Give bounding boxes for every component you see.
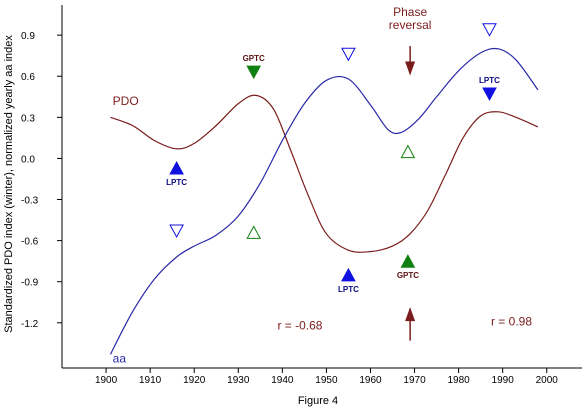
x-tick-label: 1950	[315, 375, 338, 386]
x-tick-label: 1940	[271, 375, 294, 386]
marker-label: GPTC	[243, 54, 265, 63]
x-tick-label: 1920	[183, 375, 206, 386]
x-tick-label: 1980	[447, 375, 470, 386]
y-tick-label: -0.9	[21, 278, 39, 289]
triangle-down-marker	[246, 65, 262, 80]
y-axis-label: Standardized PDO index (winter), normali…	[3, 35, 15, 333]
x-tick-label: 1910	[139, 375, 162, 386]
y-tick-label: 0.6	[21, 72, 35, 83]
marker-label: GPTC	[397, 271, 419, 280]
series-label-aa: aa	[113, 351, 127, 365]
marker-label: LPTC	[479, 76, 500, 85]
series-line-pdo	[110, 94, 539, 253]
y-tick-label: 0.3	[21, 113, 35, 124]
y-tick-label: 0.9	[21, 31, 35, 42]
series-layer: PDO aa	[109, 47, 539, 365]
arrow-up-head	[405, 307, 416, 322]
x-tick-label: 2000	[536, 375, 559, 386]
y-tick-label: -0.3	[21, 196, 39, 207]
phase-reversal-annotation: Phase reversal	[389, 5, 432, 32]
triangle-up-marker	[246, 225, 262, 239]
marker-layer: LPTC GPTC LPTC GPTC LPTC	[166, 23, 500, 294]
y-tick-label: 0.0	[21, 154, 35, 165]
triangle-up-marker	[169, 160, 184, 175]
correlation-annotation: r = -0.68	[277, 319, 322, 333]
annotation-layer: Phase reversal r = -0.68 r = 0.98	[277, 5, 532, 341]
arrow-down-head	[405, 61, 416, 76]
triangle-up-marker	[400, 144, 416, 159]
x-tick-label: 1960	[359, 375, 382, 386]
x-tick-label: 1970	[403, 375, 426, 386]
x-ticks: 1900 1910 1920 1930 1940 1950 1960 1970 1980 1990…	[95, 368, 558, 386]
triangle-down-marker	[169, 224, 184, 239]
annotation-line: Phase	[393, 5, 427, 19]
chart-axes	[61, 5, 582, 369]
x-tick-label: 1900	[95, 375, 118, 386]
correlation-annotation: r = 0.98	[491, 314, 532, 328]
x-tick-label: 1990	[492, 375, 515, 386]
triangle-down-marker	[341, 47, 356, 62]
series-line-aa	[109, 47, 539, 355]
marker-label: LPTC	[338, 285, 359, 294]
x-tick-label: 1930	[227, 375, 250, 386]
y-tick-label: -1.2	[21, 319, 39, 330]
triangle-up-marker	[400, 254, 416, 268]
triangle-down-marker	[482, 87, 497, 102]
series-label-pdo: PDO	[113, 94, 139, 108]
figure-caption: Figure 4	[298, 395, 338, 407]
y-ticks: -1.2 -0.9 -0.6 -0.3 0.0 0.3 0.6 0.9	[21, 31, 62, 330]
triangle-down-marker	[482, 23, 497, 37]
y-tick-label: -0.6	[21, 237, 39, 248]
triangle-up-marker	[341, 267, 356, 282]
marker-label: LPTC	[166, 178, 187, 187]
annotation-line: reversal	[389, 18, 432, 32]
